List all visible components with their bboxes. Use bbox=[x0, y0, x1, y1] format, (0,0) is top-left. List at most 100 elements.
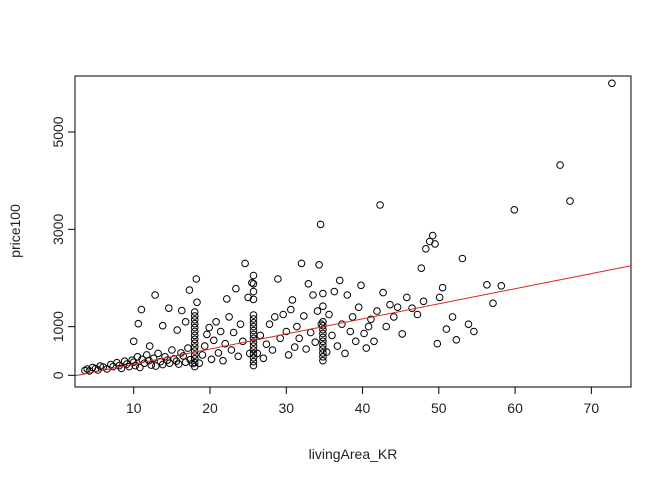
data-point bbox=[190, 312, 199, 320]
data-point bbox=[295, 334, 304, 343]
data-point bbox=[236, 320, 245, 329]
data-point bbox=[497, 282, 506, 290]
data-point bbox=[239, 337, 247, 346]
data-point bbox=[403, 293, 411, 302]
data-point bbox=[249, 342, 258, 350]
data-point bbox=[325, 310, 333, 319]
y-tick-label: 5000 bbox=[50, 116, 66, 147]
data-point bbox=[419, 297, 428, 306]
data-point bbox=[319, 329, 327, 338]
data-point bbox=[422, 245, 430, 253]
data-point bbox=[360, 329, 368, 338]
data-point bbox=[297, 259, 306, 268]
data-point bbox=[249, 287, 258, 296]
data-point bbox=[304, 280, 313, 288]
data-point bbox=[207, 355, 216, 364]
data-point bbox=[145, 342, 154, 350]
data-point bbox=[249, 357, 258, 366]
data-point bbox=[123, 360, 131, 368]
data-point bbox=[376, 201, 384, 209]
data-point bbox=[382, 322, 391, 331]
data-point bbox=[190, 319, 199, 328]
data-point bbox=[136, 363, 144, 372]
y-tick-label: 0 bbox=[50, 371, 66, 379]
x-tick-label: 70 bbox=[584, 400, 600, 416]
data-point bbox=[398, 330, 407, 338]
data-point bbox=[151, 291, 159, 299]
data-point bbox=[190, 327, 199, 336]
data-point bbox=[241, 259, 249, 268]
data-point bbox=[319, 289, 327, 298]
data-point bbox=[165, 359, 174, 368]
data-point bbox=[268, 346, 277, 354]
data-point bbox=[232, 284, 240, 293]
data-point bbox=[140, 359, 149, 368]
data-point bbox=[417, 264, 426, 273]
data-point bbox=[309, 291, 317, 299]
data-point bbox=[319, 302, 327, 311]
data-point bbox=[219, 356, 227, 365]
data-point bbox=[181, 318, 190, 326]
data-point bbox=[470, 327, 478, 336]
data-point bbox=[319, 318, 327, 326]
data-point bbox=[433, 339, 442, 348]
data-point bbox=[351, 337, 360, 346]
data-point bbox=[190, 323, 199, 332]
data-point bbox=[333, 342, 342, 350]
data-point bbox=[249, 271, 258, 280]
data-point bbox=[129, 337, 138, 346]
data-point bbox=[335, 276, 344, 285]
data-point bbox=[210, 336, 218, 345]
data-point bbox=[287, 305, 295, 314]
data-point bbox=[274, 275, 282, 283]
data-point bbox=[357, 281, 365, 290]
data-point bbox=[248, 279, 256, 287]
data-point bbox=[185, 286, 194, 294]
data-point bbox=[133, 353, 142, 361]
data-point bbox=[190, 331, 199, 340]
data-point bbox=[413, 310, 422, 319]
data-point bbox=[367, 315, 375, 324]
data-point bbox=[341, 349, 349, 358]
data-point bbox=[566, 197, 574, 205]
x-tick-label: 60 bbox=[507, 400, 523, 416]
data-point bbox=[328, 331, 336, 340]
data-point bbox=[300, 312, 308, 320]
data-point bbox=[386, 300, 394, 309]
data-point bbox=[438, 283, 447, 292]
y-axis: 0 1000 3000 5000 bbox=[50, 116, 76, 379]
data-point bbox=[198, 351, 207, 359]
data-point bbox=[428, 231, 437, 240]
data-point bbox=[343, 291, 352, 299]
data-point bbox=[464, 320, 473, 329]
data-point bbox=[390, 313, 398, 321]
data-point bbox=[200, 342, 209, 350]
data-point bbox=[147, 361, 156, 369]
data-point bbox=[290, 343, 299, 351]
data-point bbox=[249, 326, 258, 335]
data-point bbox=[190, 339, 199, 348]
data-point bbox=[181, 358, 190, 367]
data-point bbox=[249, 295, 258, 304]
x-tick-label: 20 bbox=[202, 400, 218, 416]
x-tick-label: 40 bbox=[355, 400, 371, 416]
data-point bbox=[483, 281, 491, 289]
data-point bbox=[319, 353, 327, 361]
data-point bbox=[448, 313, 457, 321]
data-point bbox=[302, 345, 310, 353]
data-point bbox=[229, 328, 238, 337]
data-point bbox=[158, 321, 167, 330]
x-axis-title: livingArea_KR bbox=[309, 446, 398, 462]
data-point bbox=[225, 313, 233, 321]
data-point bbox=[319, 349, 327, 357]
data-point bbox=[190, 335, 199, 344]
data-point bbox=[282, 327, 291, 336]
x-tick-label: 30 bbox=[278, 400, 294, 416]
data-point bbox=[279, 310, 288, 319]
data-point bbox=[253, 349, 262, 358]
data-point bbox=[137, 305, 146, 314]
data-point bbox=[174, 360, 183, 368]
data-point bbox=[284, 351, 293, 359]
data-point bbox=[311, 338, 320, 347]
data-point bbox=[510, 206, 519, 214]
